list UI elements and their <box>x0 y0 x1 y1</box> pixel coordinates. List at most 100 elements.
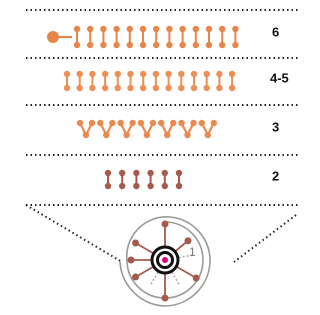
glyphs <box>47 26 239 189</box>
spoke <box>172 272 180 286</box>
pin-head <box>166 26 172 32</box>
pin-head <box>178 71 184 77</box>
pin-head <box>232 26 238 32</box>
pin-head <box>127 42 133 48</box>
pin-head <box>204 85 210 91</box>
pin-head <box>140 42 146 48</box>
pin-head <box>89 85 95 91</box>
pin-head <box>165 71 171 77</box>
pin-head <box>166 42 172 48</box>
v-head <box>170 120 176 126</box>
funnel-line <box>26 205 122 262</box>
pin-head <box>115 85 121 91</box>
spoke-dot <box>193 275 200 282</box>
v-head <box>205 132 211 138</box>
v-head <box>211 120 217 126</box>
v-head <box>178 120 184 126</box>
pin-head <box>133 170 139 176</box>
pin-head <box>176 183 182 189</box>
pin-head <box>102 71 108 77</box>
pin-head <box>127 26 133 32</box>
pin-head <box>232 42 238 48</box>
funnel-line <box>234 215 296 262</box>
pin-head <box>140 26 146 32</box>
pin-head <box>100 42 106 48</box>
spoke <box>150 272 158 286</box>
v-head <box>138 120 144 126</box>
pin-head <box>100 26 106 32</box>
row-label: 4-5 <box>270 70 289 85</box>
v-head <box>150 120 156 126</box>
v-head <box>97 120 103 126</box>
v-head <box>77 120 83 126</box>
pin-head <box>206 26 212 32</box>
center-label: 1 <box>189 245 196 259</box>
pin-head <box>219 26 225 32</box>
pin-head <box>140 71 146 77</box>
pin-head <box>105 183 111 189</box>
pin-head <box>77 71 83 77</box>
v-head <box>89 120 95 126</box>
spoke-dot <box>132 240 139 247</box>
pin-head <box>77 85 83 91</box>
pin-head <box>216 71 222 77</box>
pin-head <box>216 85 222 91</box>
pin-head <box>105 170 111 176</box>
lead-dot <box>47 31 59 43</box>
v-head <box>158 120 164 126</box>
pin-head <box>64 71 70 77</box>
pin-head <box>127 85 133 91</box>
pin-head <box>153 85 159 91</box>
spoke-dot <box>132 274 139 281</box>
row-label: 2 <box>272 168 279 183</box>
pin-head <box>165 85 171 91</box>
diagram: 6 4-5 3 2 1 <box>0 0 299 315</box>
pin-head <box>206 42 212 48</box>
pin-head <box>179 26 185 32</box>
pin-head <box>89 71 95 77</box>
pin-head <box>119 170 125 176</box>
pin-head <box>193 26 199 32</box>
pin-head <box>119 183 125 189</box>
v-head <box>184 132 190 138</box>
v-head <box>199 120 205 126</box>
pin-head <box>191 71 197 77</box>
v-head <box>190 120 196 126</box>
spoke-dot <box>128 257 135 264</box>
spiral <box>120 217 210 306</box>
pin-head <box>153 42 159 48</box>
spoke-dot <box>162 295 169 302</box>
v-head <box>129 120 135 126</box>
pin-head <box>162 170 168 176</box>
v-head <box>103 132 109 138</box>
pin-head <box>219 42 225 48</box>
target-center <box>162 257 168 263</box>
row-label: 3 <box>272 119 279 134</box>
pin-head <box>113 26 119 32</box>
pin-head <box>64 85 70 91</box>
pin-head <box>115 71 121 77</box>
pin-head <box>191 85 197 91</box>
row-label: 6 <box>272 24 279 39</box>
pin-head <box>179 42 185 48</box>
pin-head <box>176 170 182 176</box>
pin-head <box>229 85 235 91</box>
pin-head <box>153 26 159 32</box>
v-head <box>117 120 123 126</box>
pin-head <box>127 71 133 77</box>
pin-head <box>162 183 168 189</box>
spoke-dot <box>184 237 191 244</box>
pin-head <box>87 42 93 48</box>
pin-head <box>178 85 184 91</box>
v-head <box>123 132 129 138</box>
pin-head <box>74 42 80 48</box>
v-head <box>164 132 170 138</box>
pin-head <box>140 85 146 91</box>
v-head <box>109 120 115 126</box>
v-head <box>144 132 150 138</box>
pin-head <box>147 170 153 176</box>
pin-head <box>87 26 93 32</box>
pin-head <box>113 42 119 48</box>
v-head <box>83 132 89 138</box>
pin-head <box>193 42 199 48</box>
